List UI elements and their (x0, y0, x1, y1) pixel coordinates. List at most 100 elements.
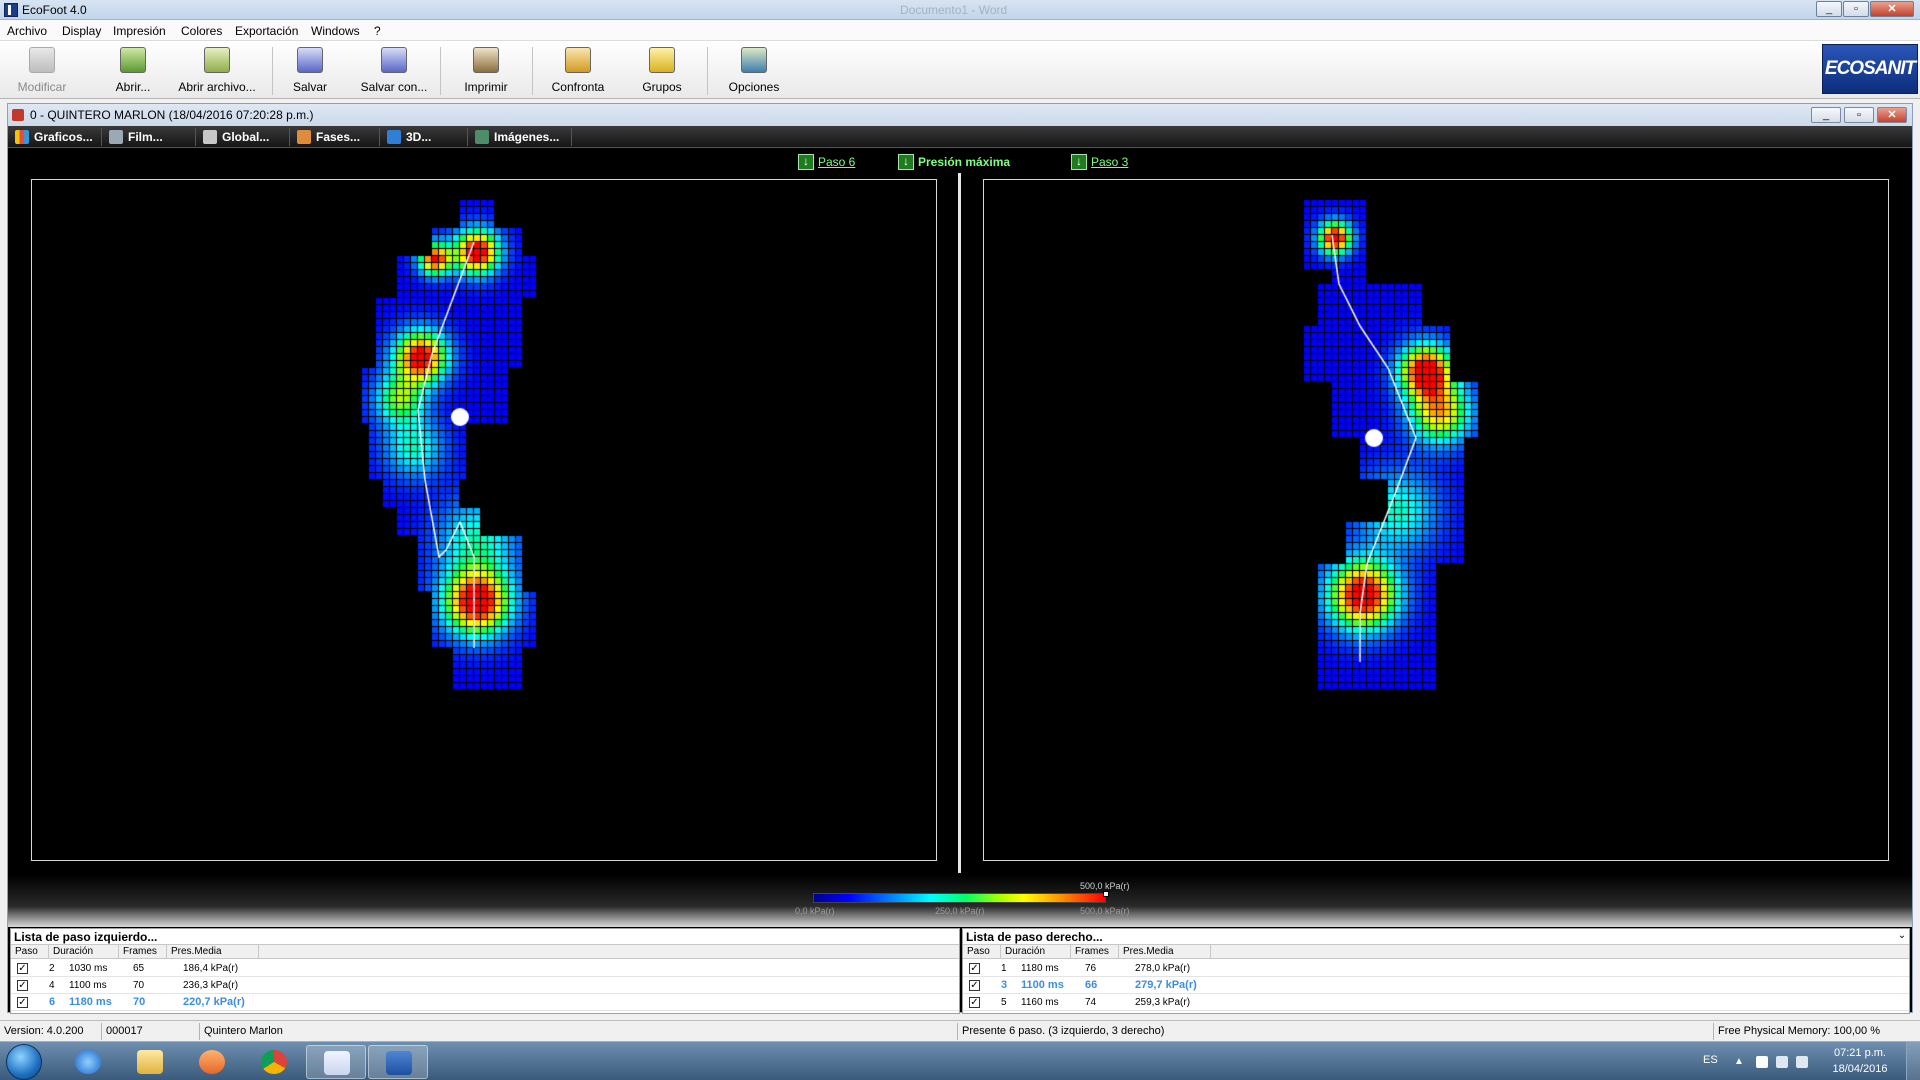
maximize-button[interactable]: ▫ (1843, 1, 1869, 17)
step-checkbox[interactable]: ✓ (969, 980, 980, 991)
right-step-list-header: Paso Duración Frames Pres.Media (963, 944, 1909, 959)
show-desktop-button[interactable] (1906, 1042, 1920, 1080)
tab-film[interactable]: Film... (106, 128, 196, 146)
table-row[interactable]: ✓ 2 1030 ms 65 186,4 kPa(r) (11, 960, 959, 977)
title-bar: EcoFoot 4.0 Documento1 - Word _ ▫ ✕ (0, 0, 1920, 20)
taskbar-media-player[interactable] (182, 1045, 242, 1079)
table-row-selected[interactable]: ✓ 6 1180 ms 70 220,7 kPa(r) (11, 994, 959, 1011)
collapse-chevron-icon[interactable]: ⌄ (1897, 930, 1907, 941)
presion-maxima-link[interactable]: ↓ Presión máxima (898, 154, 1010, 170)
grupos-button[interactable]: Grupos (632, 45, 692, 97)
left-step-list: Lista de paso izquierdo... Paso Duración… (10, 928, 960, 1014)
clock-time[interactable]: 07:21 p.m. (1834, 1047, 1886, 1059)
colorbar-max-marker[interactable] (1103, 891, 1109, 897)
child-restore-button[interactable]: ▫ (1844, 107, 1874, 123)
taskbar-word[interactable] (368, 1045, 428, 1079)
cell-paso: 4 (49, 980, 55, 991)
groups-icon (649, 47, 675, 73)
cell-frames: 65 (133, 963, 145, 974)
left-foot-heatmap (32, 180, 936, 860)
status-separator (199, 1023, 200, 1040)
col-duracion[interactable]: Duración (1001, 945, 1071, 959)
taskbar-explorer[interactable] (120, 1045, 180, 1079)
cell-duracion: 1100 ms (1021, 979, 1064, 991)
save-as-icon (381, 47, 407, 73)
menu-exportacion[interactable]: Exportación (235, 24, 299, 38)
table-row[interactable]: ✓ 5 1160 ms 74 259,3 kPa(r) (963, 994, 1909, 1011)
child-minimize-button[interactable]: _ (1811, 107, 1841, 123)
paso-left-label: Paso 6 (818, 155, 856, 169)
col-paso[interactable]: Paso (11, 945, 49, 959)
tab-imagenes[interactable]: Imágenes... (472, 128, 572, 146)
abrir-archivo-label: Abrir archivo... (178, 80, 256, 94)
opciones-label: Opciones (728, 80, 780, 94)
tab-fases[interactable]: Fases... (294, 128, 380, 146)
clock-date[interactable]: 18/04/2016 (1832, 1063, 1888, 1075)
open-icon (120, 47, 146, 73)
menu-display[interactable]: Display (62, 24, 102, 38)
table-row[interactable]: ✓ 4 1100 ms 70 236,3 kPa(r) (11, 977, 959, 994)
menu-colores[interactable]: Colores (181, 24, 223, 38)
cell-duracion: 1030 ms (69, 963, 108, 974)
left-foot-pressure-map[interactable] (31, 179, 937, 861)
cell-pres-media: 259,3 kPa(r) (1135, 997, 1191, 1008)
abrir-archivo-button[interactable]: Abrir archivo... (172, 45, 262, 97)
salvar-con-button[interactable]: Salvar con... (356, 45, 432, 97)
close-button[interactable]: ✕ (1870, 1, 1914, 17)
presion-maxima-label: Presión máxima (918, 155, 1011, 169)
paso-right-link[interactable]: ↓ Paso 3 (1071, 154, 1128, 170)
taskbar-internet-explorer[interactable] (58, 1045, 118, 1079)
right-step-list-title: Lista de paso derecho... (966, 930, 1103, 944)
document-icon (12, 109, 24, 121)
action-center-icon[interactable] (1756, 1056, 1768, 1068)
tab-graficos[interactable]: Graficos... (12, 128, 102, 146)
volume-icon[interactable] (1796, 1056, 1808, 1068)
right-foot-pressure-map[interactable] (983, 179, 1889, 861)
open-file-icon (204, 47, 230, 73)
tray-language[interactable]: ES (1703, 1054, 1718, 1066)
global-icon (203, 130, 217, 144)
salvar-button[interactable]: Salvar (282, 45, 338, 97)
col-frames[interactable]: Frames (119, 945, 167, 959)
menu-windows[interactable]: Windows (311, 24, 360, 38)
imprimir-button[interactable]: Imprimir (454, 45, 518, 97)
confronta-button[interactable]: Confronta (545, 45, 611, 97)
tab-global[interactable]: Global... (200, 128, 290, 146)
col-paso[interactable]: Paso (963, 945, 1001, 959)
step-checkbox[interactable]: ✓ (969, 997, 980, 1008)
col-pres-media[interactable]: Pres.Media (167, 945, 259, 959)
minimize-button[interactable]: _ (1816, 1, 1842, 17)
menu-impresion[interactable]: Impresión (113, 24, 166, 38)
cell-pres-media: 186,4 kPa(r) (183, 963, 239, 974)
cell-frames: 70 (133, 980, 145, 991)
step-checkbox[interactable]: ✓ (969, 963, 980, 974)
toolbar-separator (707, 47, 708, 95)
table-row-selected[interactable]: ✓ 3 1100 ms 66 279,7 kPa(r) (963, 977, 1909, 994)
chart-icon (15, 130, 29, 144)
options-icon (741, 47, 767, 73)
start-button[interactable] (6, 1044, 42, 1080)
toolbar: Modificar Abrir... Abrir archivo... Salv… (0, 41, 1920, 99)
taskbar-ecofoot[interactable] (306, 1045, 366, 1079)
status-separator (101, 1023, 102, 1040)
tab-3d[interactable]: 3D... (384, 128, 468, 146)
col-duracion[interactable]: Duración (49, 945, 119, 959)
paso-left-link[interactable]: ↓ Paso 6 (798, 154, 855, 170)
taskbar-chrome[interactable] (244, 1045, 304, 1079)
opciones-button[interactable]: Opciones (718, 45, 790, 97)
status-steps: Presente 6 paso. (3 izquierdo, 3 derecho… (962, 1025, 1165, 1037)
step-checkbox[interactable]: ✓ (17, 963, 28, 974)
col-frames[interactable]: Frames (1071, 945, 1119, 959)
tray-expand-icon[interactable]: ▲ (1734, 1056, 1744, 1067)
menu-archivo[interactable]: Archivo (7, 24, 48, 38)
table-row[interactable]: ✓ 1 1180 ms 76 278,0 kPa(r) (963, 960, 1909, 977)
status-patient: Quintero Marlon (204, 1025, 283, 1037)
step-checkbox[interactable]: ✓ (17, 980, 28, 991)
abrir-button[interactable]: Abrir... (102, 45, 164, 97)
child-close-button[interactable]: ✕ (1877, 107, 1907, 123)
step-checkbox[interactable]: ✓ (17, 997, 28, 1008)
modificar-button[interactable]: Modificar (6, 45, 78, 97)
network-icon[interactable] (1776, 1056, 1788, 1068)
col-pres-media[interactable]: Pres.Media (1119, 945, 1211, 959)
menu-help[interactable]: ? (374, 24, 381, 38)
